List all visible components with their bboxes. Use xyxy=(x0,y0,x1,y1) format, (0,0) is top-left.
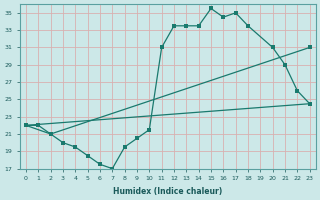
X-axis label: Humidex (Indice chaleur): Humidex (Indice chaleur) xyxy=(113,187,222,196)
